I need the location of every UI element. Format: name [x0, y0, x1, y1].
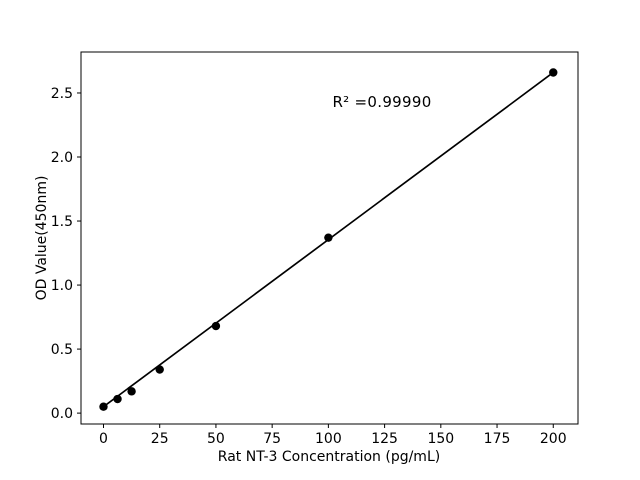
x-tick-label: 50: [207, 431, 225, 447]
y-tick-label: 1.0: [51, 278, 73, 294]
y-tick-label: 2.5: [51, 86, 73, 102]
x-tick-label: 175: [484, 431, 511, 447]
y-axis-ticks: 0.0 0.5 1.0 1.5 2.0 2.5: [51, 86, 81, 422]
y-axis-label: OD Value(450nm): [34, 176, 50, 301]
data-point: [127, 387, 136, 396]
x-tick-label: 75: [263, 431, 281, 447]
x-tick-label: 100: [315, 431, 342, 447]
x-axis-ticks: 0 25 50 75 100 125 150 175 200: [99, 424, 567, 447]
plot-frame: [80, 51, 579, 425]
x-tick-label: 150: [427, 431, 454, 447]
y-tick-label: 0.5: [51, 342, 73, 358]
x-tick-label: 25: [151, 431, 169, 447]
data-point: [113, 394, 122, 404]
data-point: [324, 233, 333, 242]
x-axis-label: Rat NT-3 Concentration (pg/mL): [218, 449, 440, 465]
axes-spines: [80, 51, 579, 425]
x-tick-label: 200: [540, 431, 567, 447]
data-series: [99, 68, 558, 411]
y-tick-label: 1.5: [51, 214, 73, 230]
y-tick-label: 2.0: [51, 150, 73, 166]
data-point: [99, 402, 108, 411]
data-point: [211, 321, 221, 331]
y-tick-label: 0.0: [51, 406, 73, 422]
data-point: [155, 365, 164, 374]
r-squared-annotation: R² =0.99990: [332, 93, 431, 111]
x-tick-label: 125: [371, 431, 398, 447]
data-point: [549, 68, 558, 77]
x-tick-label: 0: [99, 431, 108, 447]
